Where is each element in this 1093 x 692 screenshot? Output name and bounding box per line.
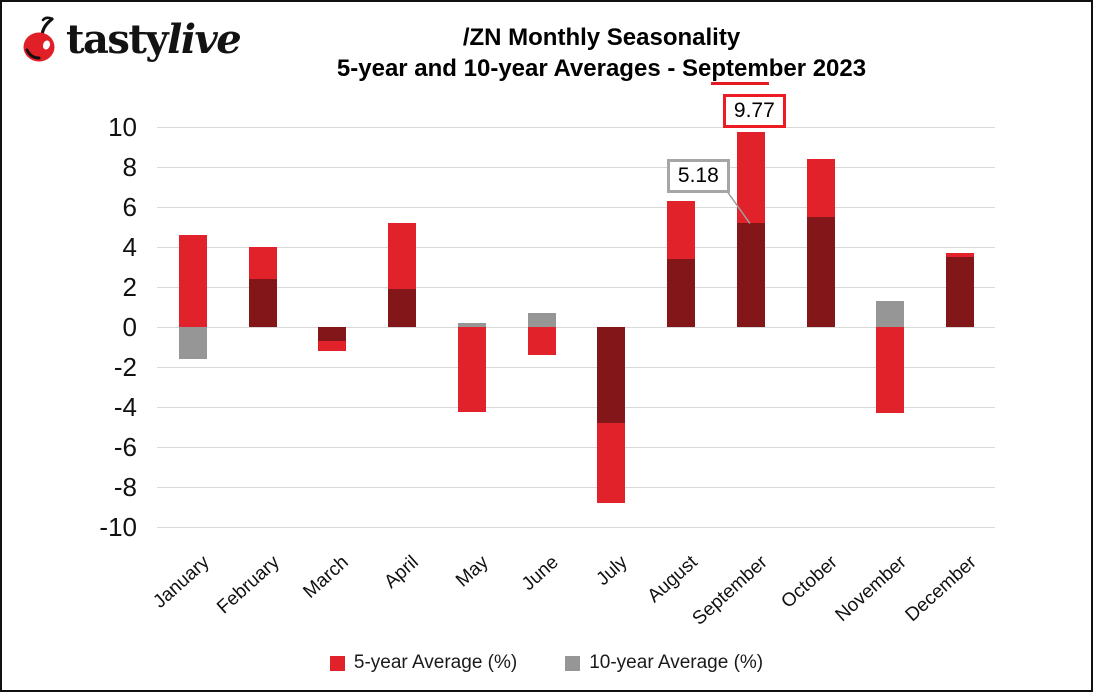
y-axis-label--8: -8 <box>113 472 137 502</box>
bar-august-5yr <box>667 201 696 259</box>
cherry-icon <box>23 16 55 62</box>
chart-title: /ZN Monthly Seasonality 5-year and 10-ye… <box>152 22 1051 85</box>
y-axis-label-4: 4 <box>122 232 137 262</box>
y-axis-label-0: 0 <box>122 312 137 342</box>
bar-december-overlap <box>946 257 975 327</box>
legend-label-10yr: 10-year Average (%) <box>589 652 764 673</box>
legend: 5-year Average (%) 10-year Average (%) <box>2 652 1091 674</box>
chart-title-line2: 5-year and 10-year Averages - September … <box>152 53 1051 85</box>
bar-february-overlap <box>248 279 277 327</box>
gridline--10 <box>157 527 995 528</box>
bar-august-overlap <box>667 259 696 327</box>
spellcheck-underline: ptem <box>711 55 769 85</box>
bar-february-5yr <box>248 247 277 279</box>
gridline-6 <box>157 207 995 208</box>
bar-november-5yr <box>876 327 905 413</box>
gridline-8 <box>157 167 995 168</box>
legend-item-5yr: 5-year Average (%) <box>329 652 518 674</box>
bar-july-5yr <box>597 423 626 503</box>
y-axis-label--2: -2 <box>113 352 137 382</box>
bar-october-5yr <box>806 159 835 217</box>
bar-september-5yr <box>736 131 765 224</box>
bar-december-5yr <box>946 253 975 257</box>
legend-label-5yr: 5-year Average (%) <box>353 652 518 673</box>
chart-title-line1: /ZN Monthly Seasonality <box>462 24 741 51</box>
bar-june-10yr <box>527 313 556 327</box>
bar-september-overlap <box>736 223 765 327</box>
bar-april-overlap <box>388 289 417 327</box>
y-axis-label-2: 2 <box>122 272 137 302</box>
y-axis-label--4: -4 <box>113 392 137 422</box>
brand-live: live <box>167 16 242 63</box>
bar-april-5yr <box>388 223 417 289</box>
y-axis-label-6: 6 <box>122 192 137 222</box>
gridline--8 <box>157 487 995 488</box>
bar-may-5yr <box>457 327 486 412</box>
gridline-4 <box>157 247 995 248</box>
legend-swatch-5yr <box>329 655 345 671</box>
y-axis-label--10: -10 <box>99 512 137 542</box>
gridline-0 <box>157 327 995 328</box>
bar-march-overlap <box>318 327 347 341</box>
bar-may-10yr <box>457 323 486 327</box>
brand-wordmark: tastylive <box>66 16 242 64</box>
bar-july-overlap <box>597 327 626 423</box>
legend-swatch-10yr <box>565 655 581 671</box>
bar-october-overlap <box>806 217 835 327</box>
gridline--4 <box>157 407 995 408</box>
gridline--2 <box>157 367 995 368</box>
bar-november-10yr <box>876 301 905 327</box>
data-label-9.77: 9.77 <box>722 93 786 128</box>
gridline--6 <box>157 447 995 448</box>
bar-january-5yr <box>178 235 207 327</box>
tastylive-logo: tastylive <box>18 16 242 64</box>
data-label-5.18: 5.18 <box>666 159 730 194</box>
bar-march-5yr <box>318 341 347 351</box>
gridline-2 <box>157 287 995 288</box>
gridline-10 <box>157 127 995 128</box>
y-axis-label-10: 10 <box>108 112 137 142</box>
legend-item-10yr: 10-year Average (%) <box>565 652 763 674</box>
brand-tasty: tasty <box>66 16 169 63</box>
y-axis-label--6: -6 <box>113 432 137 462</box>
bar-june-5yr <box>527 327 556 355</box>
y-axis-label-8: 8 <box>122 152 137 182</box>
bar-january-10yr <box>178 327 207 359</box>
